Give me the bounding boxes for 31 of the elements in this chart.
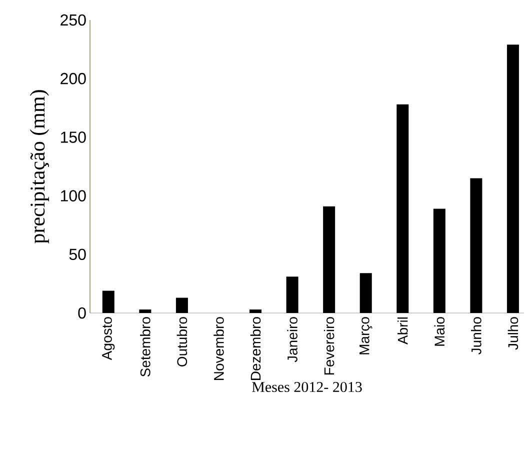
y-tick-label: 100 <box>61 190 86 202</box>
x-tick-label: Fevereiro <box>324 317 334 374</box>
y-tick-label: 150 <box>61 132 86 143</box>
x-tick-label: Agosto <box>102 317 115 360</box>
y-tick-label: 200 <box>60 72 86 84</box>
bar <box>102 290 114 313</box>
x-tick-label: Abril <box>397 317 408 344</box>
x-tick-label: Maio <box>434 317 445 346</box>
bar <box>396 104 409 313</box>
x-tick-label: Janeiro <box>287 317 298 362</box>
x-axis-title: Meses 2012- 2013 <box>252 382 362 392</box>
bar <box>286 276 298 313</box>
bar <box>176 298 188 313</box>
x-tick-label: Setembro <box>140 317 150 377</box>
x-tick-label: Julho <box>508 317 518 350</box>
x-tick-label: Novembro <box>214 317 224 380</box>
y-tick-label: 250 <box>60 14 86 26</box>
x-tick-label: Junho <box>471 317 482 354</box>
bar <box>433 208 446 313</box>
bar <box>323 206 336 313</box>
x-tick-label: Março <box>360 317 372 354</box>
y-tick-label: 50 <box>69 248 86 260</box>
bar <box>139 309 152 313</box>
y-tick-label: 0 <box>78 307 86 319</box>
x-tick-label: Dezembro <box>250 317 261 380</box>
y-axis-title: precipitação (mm) <box>30 90 49 244</box>
bar <box>470 178 482 313</box>
x-tick-label: Outubro <box>176 317 188 366</box>
bar <box>360 273 372 313</box>
bar <box>250 309 262 313</box>
bar <box>506 44 519 313</box>
